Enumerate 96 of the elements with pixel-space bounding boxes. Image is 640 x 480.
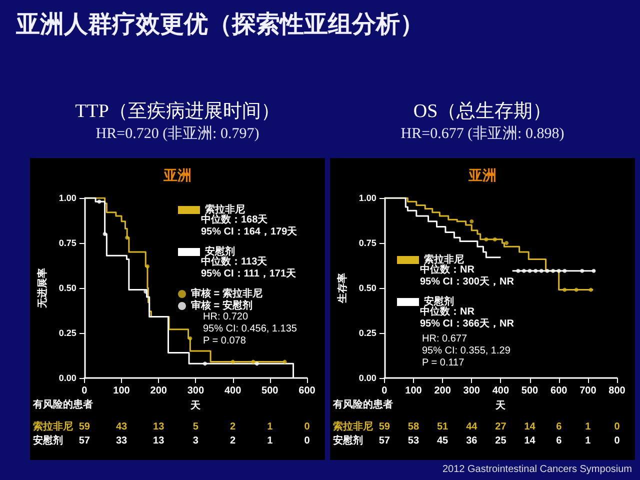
- point: [484, 237, 488, 242]
- chart-title: OS（总生存期）: [412, 100, 553, 124]
- point: [97, 200, 102, 204]
- annotation: 95% CI：366天，NR: [420, 318, 515, 330]
- y-tick-label: 0.50: [358, 283, 376, 293]
- text: 亚洲: [162, 167, 192, 183]
- text: 有风险的患者: [332, 398, 393, 410]
- point: [254, 362, 259, 366]
- point: [580, 268, 584, 273]
- text: 有风险的患者: [32, 398, 93, 410]
- point: [556, 268, 561, 273]
- annotation: 95% CI：300天，NR: [420, 276, 515, 288]
- annotation: P = 0.117: [422, 358, 465, 368]
- legend-label: 索拉非尼: [205, 204, 245, 216]
- annotation: 95% CI：111，171天: [201, 268, 298, 280]
- text: 亚洲人群疗效更优（探索性亚组分析）: [16, 10, 424, 40]
- text: 2012 Gastrointestinal Cancers Symposium: [442, 464, 632, 475]
- text: 亚洲: [468, 167, 496, 183]
- point: [562, 268, 567, 273]
- chart-subtitle: HR=0.720 (非亚洲: 0.797): [94, 124, 260, 143]
- text: 59 43 13 5 2 1 0: [78, 422, 310, 432]
- text: 索拉非尼: [33, 422, 73, 432]
- x-tick-label: 0: [382, 386, 388, 396]
- point: [551, 268, 556, 273]
- text: 安慰剂: [333, 436, 363, 446]
- y-tick-label: 0.25: [58, 328, 76, 338]
- legend-label: 索拉非尼: [424, 254, 464, 266]
- y-tick-label: 0.00: [358, 373, 376, 383]
- point: [492, 237, 497, 242]
- chart-subtitle: HR=0.677 (非亚洲: 0.898): [400, 124, 566, 143]
- x-tick-label: 600: [298, 386, 316, 396]
- point: [562, 288, 567, 292]
- legend-label: 审核 = 索拉非尼: [191, 288, 262, 300]
- y-axis-title: 生存率: [336, 273, 348, 304]
- point: [282, 360, 287, 364]
- annotation: 95% CI：164，179天: [201, 226, 298, 238]
- x-axis-title: 天: [494, 399, 507, 412]
- point: [592, 268, 596, 273]
- annotation: HR: 0.677: [422, 334, 468, 344]
- x-axis-title: 天: [190, 399, 202, 412]
- annotation: 中位数：113天: [201, 256, 268, 268]
- point: [516, 268, 520, 273]
- annotation: 中位数：NR: [420, 264, 476, 276]
- x-tick-label: 700: [580, 386, 597, 396]
- point: [470, 219, 474, 224]
- point: [125, 236, 130, 240]
- point: [202, 362, 207, 366]
- legend-label: 安慰剂: [424, 296, 454, 308]
- x-tick-label: 400: [224, 386, 242, 396]
- annotation: 95% CI: 0.355, 1.29: [422, 346, 511, 356]
- point: [145, 264, 150, 268]
- y-tick-label: 0.75: [358, 238, 376, 248]
- x-tick-label: 0: [82, 386, 88, 396]
- x-tick-label: 200: [434, 386, 452, 396]
- point: [230, 360, 235, 364]
- chart-title: TTP（至疾病进展时间）: [74, 100, 281, 124]
- legend-label: 安慰剂: [205, 246, 235, 258]
- point: [588, 288, 593, 292]
- y-tick-label: 1.00: [58, 193, 76, 203]
- point: [188, 336, 192, 340]
- annotation: 中位数：NR: [420, 306, 476, 318]
- x-tick-label: 500: [521, 386, 539, 396]
- annotation: P = 0.078: [203, 336, 246, 346]
- text: 57 33 13 3 2 1 0: [78, 436, 310, 446]
- x-tick-label: 600: [550, 386, 568, 396]
- y-tick-label: 0.00: [58, 373, 76, 383]
- point: [574, 288, 578, 292]
- x-tick-label: 300: [187, 386, 204, 396]
- x-tick-label: 400: [492, 386, 510, 396]
- point: [539, 268, 544, 273]
- point: [534, 268, 538, 273]
- annotation: 95% CI: 0.456, 1.135: [203, 324, 298, 334]
- x-tick-label: 500: [262, 386, 279, 396]
- annotation: HR: 0.720: [203, 312, 248, 322]
- y-tick-label: 0.75: [58, 238, 76, 248]
- point: [251, 360, 256, 364]
- x-tick-label: 300: [463, 386, 480, 396]
- text: 索拉非尼: [333, 422, 373, 432]
- x-tick-label: 100: [405, 386, 422, 396]
- x-tick-label: 800: [608, 386, 626, 396]
- point: [522, 268, 526, 273]
- y-tick-label: 0.25: [358, 328, 376, 338]
- point: [545, 268, 550, 273]
- text: 57 53 45 36 25 14 6 1 0: [378, 436, 620, 446]
- x-tick-label: 200: [150, 386, 168, 396]
- x-tick-label: 100: [113, 386, 130, 396]
- y-axis-title: 无进展率: [36, 268, 48, 309]
- text: 安慰剂: [33, 436, 63, 446]
- legend-label: 审核 = 安慰剂: [191, 300, 252, 312]
- point: [102, 232, 107, 236]
- y-tick-label: 1.00: [358, 193, 376, 203]
- annotation: 中位数：168天: [201, 214, 269, 226]
- text: 59 58 51 44 27 14 6 1 0: [378, 422, 620, 432]
- point: [504, 241, 509, 245]
- y-tick-label: 0.50: [58, 283, 76, 293]
- point: [528, 268, 532, 273]
